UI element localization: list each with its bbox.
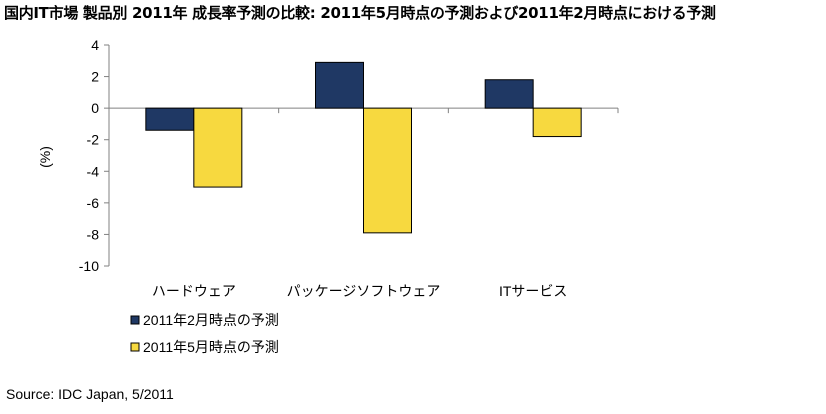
source-note: Source: IDC Japan, 5/2011 — [6, 386, 174, 402]
legend-swatch — [130, 315, 140, 325]
y-tick-label: 2 — [91, 69, 99, 85]
y-tick-label: 4 — [91, 37, 99, 53]
bar-may-forecast — [363, 107, 412, 234]
y-tick-label: 0 — [91, 100, 99, 116]
y-tick-label: -6 — [87, 195, 100, 211]
bar-feb-forecast — [315, 61, 364, 109]
bar-may-forecast — [193, 107, 243, 188]
y-tick-label: -4 — [87, 163, 100, 179]
x-tick-label: ハードウェア — [152, 283, 236, 299]
y-tick-label: -10 — [79, 258, 99, 274]
plot-area: 4 2 0 -2 -4 -6 -8 -10 (%) ハードウェア パッケージソフトウェア ITサービス… — [37, 37, 619, 355]
legend-swatch — [130, 342, 140, 352]
y-axis-title: (%) — [37, 146, 53, 168]
x-tick-label: ITサービス — [499, 283, 567, 299]
x-tick-label: パッケージソフトウェア — [287, 283, 441, 299]
legend-label: 2011年5月時点の予測 — [143, 339, 279, 355]
chart-title: 国内IT市場 製品別 2011年 成長率予測の比較: 2011年5月時点の予測お… — [4, 4, 716, 22]
bar-feb-forecast — [145, 107, 195, 131]
y-tick-label: -2 — [87, 132, 100, 148]
y-tick-label: -8 — [87, 226, 100, 242]
bar-feb-forecast — [484, 79, 534, 109]
legend-label: 2011年2月時点の予測 — [143, 312, 279, 328]
bar-may-forecast — [532, 107, 582, 138]
